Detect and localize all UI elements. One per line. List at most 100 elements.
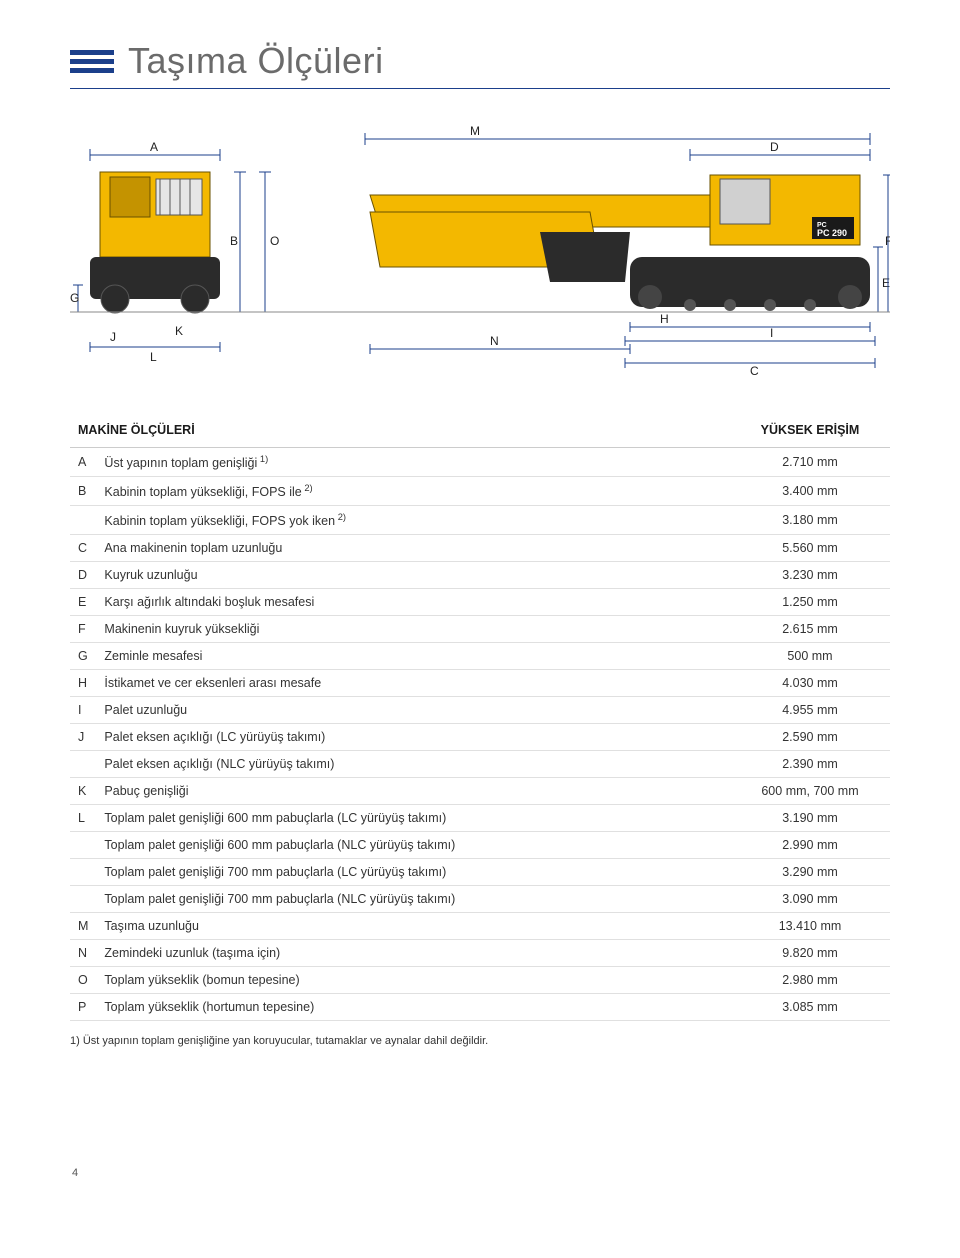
row-label: Toplam palet genişliği 600 mm pabuçlarla… xyxy=(96,805,730,832)
svg-text:K: K xyxy=(175,324,183,338)
table-row: FMakinenin kuyruk yüksekliği2.615 mm xyxy=(70,616,890,643)
row-letter xyxy=(70,886,96,913)
row-label: İstikamet ve cer eksenleri arası mesafe xyxy=(96,670,730,697)
svg-text:H: H xyxy=(660,312,669,326)
row-value: 2.590 mm xyxy=(730,724,890,751)
row-value: 3.090 mm xyxy=(730,886,890,913)
row-letter: E xyxy=(70,589,96,616)
title-divider xyxy=(70,88,890,89)
row-letter: B xyxy=(70,477,96,506)
row-letter xyxy=(70,751,96,778)
row-value: 3.180 mm xyxy=(730,506,890,535)
row-label: Toplam palet genişliği 700 mm pabuçlarla… xyxy=(96,886,730,913)
table-row: PToplam yükseklik (hortumun tepesine)3.0… xyxy=(70,994,890,1021)
row-value: 2.990 mm xyxy=(730,832,890,859)
table-row: LToplam palet genişliği 600 mm pabuçlarl… xyxy=(70,805,890,832)
page-title: Taşıma Ölçüleri xyxy=(128,40,384,82)
table-row: EKarşı ağırlık altındaki boşluk mesafesi… xyxy=(70,589,890,616)
row-label: Palet eksen açıklığı (NLC yürüyüş takımı… xyxy=(96,751,730,778)
table-header-label: MAKİNE ÖLÇÜLERİ xyxy=(70,417,730,448)
row-label: Pabuç genişliği xyxy=(96,778,730,805)
table-header-value: YÜKSEK ERİŞİM xyxy=(730,417,890,448)
svg-text:N: N xyxy=(490,334,499,348)
table-row: DKuyruk uzunluğu3.230 mm xyxy=(70,562,890,589)
table-row: JPalet eksen açıklığı (LC yürüyüş takımı… xyxy=(70,724,890,751)
row-value: 3.190 mm xyxy=(730,805,890,832)
title-row: Taşıma Ölçüleri xyxy=(70,40,890,82)
page-number: 4 xyxy=(72,1167,890,1179)
svg-text:I: I xyxy=(770,326,773,340)
row-label: Karşı ağırlık altındaki boşluk mesafesi xyxy=(96,589,730,616)
row-value: 2.980 mm xyxy=(730,967,890,994)
row-letter: F xyxy=(70,616,96,643)
row-letter: D xyxy=(70,562,96,589)
row-letter: C xyxy=(70,535,96,562)
row-label: Zeminle mesafesi xyxy=(96,643,730,670)
row-letter: J xyxy=(70,724,96,751)
row-letter: L xyxy=(70,805,96,832)
row-label: Palet eksen açıklığı (LC yürüyüş takımı) xyxy=(96,724,730,751)
table-row: Toplam palet genişliği 600 mm pabuçlarla… xyxy=(70,832,890,859)
row-letter xyxy=(70,506,96,535)
row-label: Toplam yükseklik (hortumun tepesine) xyxy=(96,994,730,1021)
table-row: IPalet uzunluğu4.955 mm xyxy=(70,697,890,724)
svg-text:L: L xyxy=(150,350,157,364)
table-row: Toplam palet genişliği 700 mm pabuçlarla… xyxy=(70,859,890,886)
row-value: 2.615 mm xyxy=(730,616,890,643)
row-value: 9.820 mm xyxy=(730,940,890,967)
row-value: 1.250 mm xyxy=(730,589,890,616)
row-label: Ana makinenin toplam uzunluğu xyxy=(96,535,730,562)
row-label: Toplam palet genişliği 600 mm pabuçlarla… xyxy=(96,832,730,859)
row-letter: M xyxy=(70,913,96,940)
table-row: OToplam yükseklik (bomun tepesine)2.980 … xyxy=(70,967,890,994)
row-value: 5.560 mm xyxy=(730,535,890,562)
table-row: Palet eksen açıklığı (NLC yürüyüş takımı… xyxy=(70,751,890,778)
row-label: Palet uzunluğu xyxy=(96,697,730,724)
table-row: AÜst yapının toplam genişliği 1)2.710 mm xyxy=(70,448,890,477)
table-row: Kabinin toplam yüksekliği, FOPS yok iken… xyxy=(70,506,890,535)
svg-text:C: C xyxy=(750,364,759,377)
side-view: PC PC 290 xyxy=(370,175,870,311)
svg-text:O: O xyxy=(270,234,279,248)
row-label: Kuyruk uzunluğu xyxy=(96,562,730,589)
svg-text:F: F xyxy=(885,234,890,248)
svg-text:J: J xyxy=(110,330,116,344)
row-label: Kabinin toplam yüksekliği, FOPS ile 2) xyxy=(96,477,730,506)
row-letter: P xyxy=(70,994,96,1021)
spec-table: MAKİNE ÖLÇÜLERİ YÜKSEK ERİŞİM AÜst yapın… xyxy=(70,417,890,1021)
table-row: MTaşıma uzunluğu13.410 mm xyxy=(70,913,890,940)
row-label: Toplam palet genişliği 700 mm pabuçlarla… xyxy=(96,859,730,886)
brand-bars xyxy=(70,50,114,73)
row-letter: I xyxy=(70,697,96,724)
row-letter xyxy=(70,859,96,886)
table-row: KPabuç genişliği600 mm, 700 mm xyxy=(70,778,890,805)
row-value: 13.410 mm xyxy=(730,913,890,940)
diagram-svg: M A D xyxy=(70,117,890,377)
machine-diagram: M A D xyxy=(70,117,890,377)
brand-badge: PC 290 xyxy=(817,228,847,238)
row-value: 600 mm, 700 mm xyxy=(730,778,890,805)
row-value: 3.230 mm xyxy=(730,562,890,589)
row-value: 500 mm xyxy=(730,643,890,670)
svg-text:A: A xyxy=(150,140,158,154)
row-letter: O xyxy=(70,967,96,994)
row-value: 3.400 mm xyxy=(730,477,890,506)
svg-text:D: D xyxy=(770,140,779,154)
rear-view xyxy=(90,172,220,313)
row-value: 4.030 mm xyxy=(730,670,890,697)
svg-text:B: B xyxy=(230,234,238,248)
row-letter: A xyxy=(70,448,96,477)
table-row: Toplam palet genişliği 700 mm pabuçlarla… xyxy=(70,886,890,913)
svg-text:M: M xyxy=(470,124,480,138)
footnote: 1) Üst yapının toplam genişliğine yan ko… xyxy=(70,1035,890,1047)
svg-text:G: G xyxy=(70,291,79,305)
table-row: NZemindeki uzunluk (taşıma için)9.820 mm xyxy=(70,940,890,967)
table-row: CAna makinenin toplam uzunluğu5.560 mm xyxy=(70,535,890,562)
row-letter: N xyxy=(70,940,96,967)
row-label: Toplam yükseklik (bomun tepesine) xyxy=(96,967,730,994)
svg-text:E: E xyxy=(882,276,890,290)
row-label: Kabinin toplam yüksekliği, FOPS yok iken… xyxy=(96,506,730,535)
row-label: Taşıma uzunluğu xyxy=(96,913,730,940)
row-letter xyxy=(70,832,96,859)
row-value: 3.085 mm xyxy=(730,994,890,1021)
